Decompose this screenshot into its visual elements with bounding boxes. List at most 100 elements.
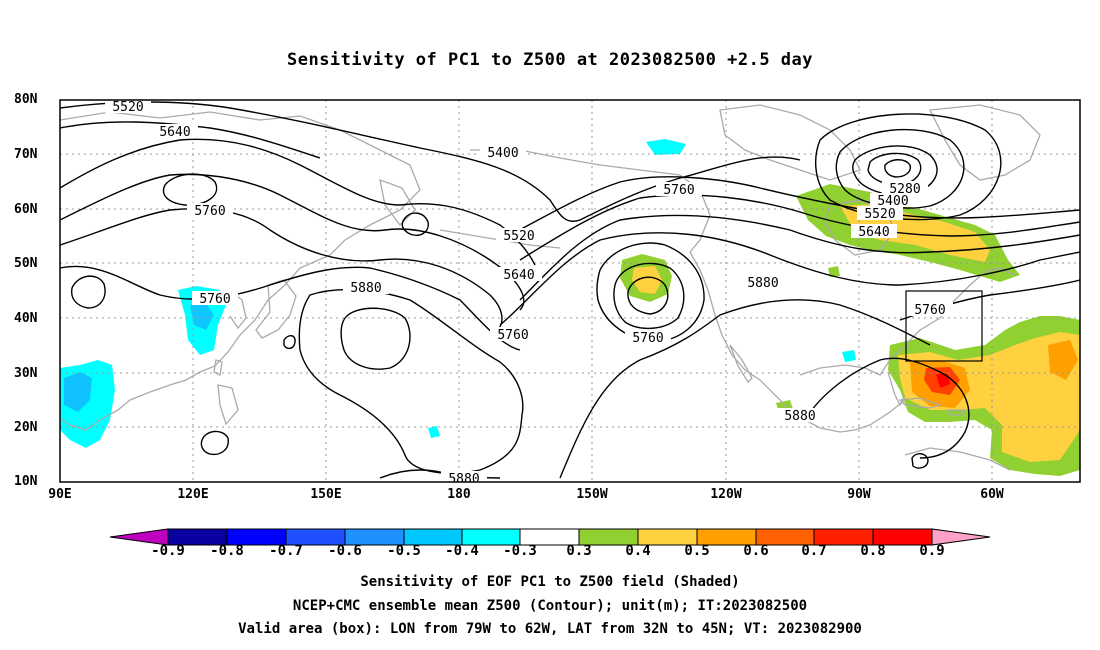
contour-west-3 [60, 208, 503, 333]
lat-label-60n: 60N [14, 202, 38, 217]
colorbar-label-11: 0.6 [743, 543, 769, 559]
contour-small-high-sea [200, 430, 229, 456]
svg-text:5520: 5520 [112, 100, 143, 115]
contour-5880-east [559, 299, 931, 479]
coast-eurasia [60, 111, 421, 431]
z500-contours [60, 101, 1080, 479]
svg-text:5880: 5880 [784, 409, 815, 424]
contour-label-6: 5640 [496, 267, 542, 283]
contour-small-caribbean [911, 453, 929, 469]
colorbar-label-12: 0.7 [801, 543, 827, 559]
coast-greenland [928, 104, 1041, 181]
svg-text:5520: 5520 [864, 207, 895, 222]
contour-label-5: 5520 [496, 228, 542, 244]
lon-label-150e: 150E [310, 487, 342, 502]
svg-text:5640: 5640 [503, 268, 534, 283]
contour-label-13: 5880 [777, 408, 823, 424]
colorbar-label-8: 0.3 [566, 543, 592, 559]
contour-small-low-pacific [70, 275, 106, 309]
contour-label-17: 5400 [870, 193, 916, 209]
coast-central-america [839, 399, 906, 433]
svg-text:5880: 5880 [350, 281, 381, 296]
contour-label-15: 5760 [907, 302, 953, 318]
svg-text:5880: 5880 [747, 276, 778, 291]
caption-contour: NCEP+CMC ensemble mean Z500 (Contour); u… [292, 598, 808, 614]
shade-neg-china-core [190, 302, 214, 330]
lat-label-50n: 50N [14, 256, 38, 271]
svg-text:5760: 5760 [497, 328, 528, 343]
contour-small-japan [283, 335, 296, 350]
lat-label-20n: 20N [14, 420, 38, 435]
caption-valid-area: Valid area (box): LON from 79W to 62W, L… [238, 621, 862, 637]
contour-5640-north [60, 121, 321, 159]
contour-label-12: 5880 [740, 275, 786, 291]
coast-na-east [904, 267, 1016, 346]
shade-neg-pacific [428, 426, 440, 438]
shade-neg-gulf [842, 350, 856, 362]
colorbar-label-7: -0.3 [503, 543, 537, 559]
svg-text:5400: 5400 [877, 194, 908, 209]
contour-5760-ring-siberia [162, 173, 218, 206]
shade-pos-hudson [828, 266, 840, 277]
negative-sensitivity-shading [60, 139, 856, 448]
shade-pos-pacific-low-yellow [632, 266, 662, 294]
lon-label-60w: 60W [980, 487, 1004, 502]
svg-text:5760: 5760 [663, 183, 694, 198]
valid-area-box [905, 290, 983, 362]
contour-west-2 [60, 173, 525, 311]
contour-label-2: 5640 [152, 124, 198, 140]
contour-label-9: 5880 [343, 280, 389, 296]
svg-text:5520: 5520 [503, 229, 534, 244]
svg-text:5400: 5400 [487, 146, 518, 161]
contour-label-1: 5520 [105, 100, 151, 115]
contour-pacific-low-outer [596, 242, 705, 343]
contour-5520-north [60, 101, 801, 222]
contour-east-1 [499, 176, 1080, 241]
colorbar-label-9: 0.4 [625, 543, 651, 559]
lat-label-80n: 80N [14, 92, 38, 107]
colorbar-label-14: 0.9 [919, 543, 945, 559]
contour-label-10: 5760 [625, 330, 671, 346]
svg-text:5760: 5760 [914, 303, 945, 318]
colorbar-label-13: 0.8 [860, 543, 886, 559]
coast-gulf [799, 344, 911, 376]
contour-5880-gulf [804, 357, 970, 459]
svg-text:5640: 5640 [858, 225, 889, 240]
contour-5880-ridge [298, 288, 524, 474]
contour-label-11: 5760 [656, 182, 702, 198]
contour-low-ring-5 [815, 113, 1002, 221]
contour-west-4 [60, 265, 521, 351]
lon-label-120w: 120W [710, 487, 742, 502]
map-title: Sensitivity of PC1 to Z500 at 2023082500… [286, 50, 813, 70]
svg-text:5640: 5640 [159, 125, 190, 140]
contour-pacific-low-core [627, 276, 669, 315]
contour-5880-inner [340, 307, 411, 370]
coast-cuba [898, 397, 943, 409]
shade-neg-arctic [646, 139, 686, 155]
coast-canadian-arctic [719, 104, 861, 181]
lon-label-90e: 90E [48, 487, 72, 502]
shade-pos-atlantic-east-orange [1048, 340, 1078, 380]
map-frame [59, 99, 1081, 483]
contour-label-14: 5880 [441, 471, 487, 482]
lon-label-90w: 90W [847, 487, 871, 502]
colorbar-label-4: -0.6 [328, 543, 362, 559]
colorbar-label-6: -0.4 [445, 543, 479, 559]
colorbar-label-2: -0.8 [210, 543, 244, 559]
lat-label-70n: 70N [14, 147, 38, 162]
contour-west-1 [60, 138, 536, 266]
contour-label-4: 5400 [480, 145, 526, 161]
contour-low-kamchatka [401, 212, 429, 236]
colorbar-max-arrow [931, 528, 991, 546]
lat-label-30n: 30N [14, 366, 38, 381]
svg-text:5760: 5760 [199, 292, 230, 307]
shade-pos-atlantic-core [936, 374, 950, 388]
colorbar-label-5: -0.5 [387, 543, 421, 559]
lon-label-150w: 150W [576, 487, 608, 502]
contour-east-2 [519, 194, 1080, 261]
contour-label-7: 5760 [490, 327, 536, 343]
colorbar-label-10: 0.5 [684, 543, 710, 559]
positive-sensitivity-shading [620, 184, 1080, 476]
coast-hudson [824, 199, 896, 256]
lon-label-120e: 120E [177, 487, 209, 502]
